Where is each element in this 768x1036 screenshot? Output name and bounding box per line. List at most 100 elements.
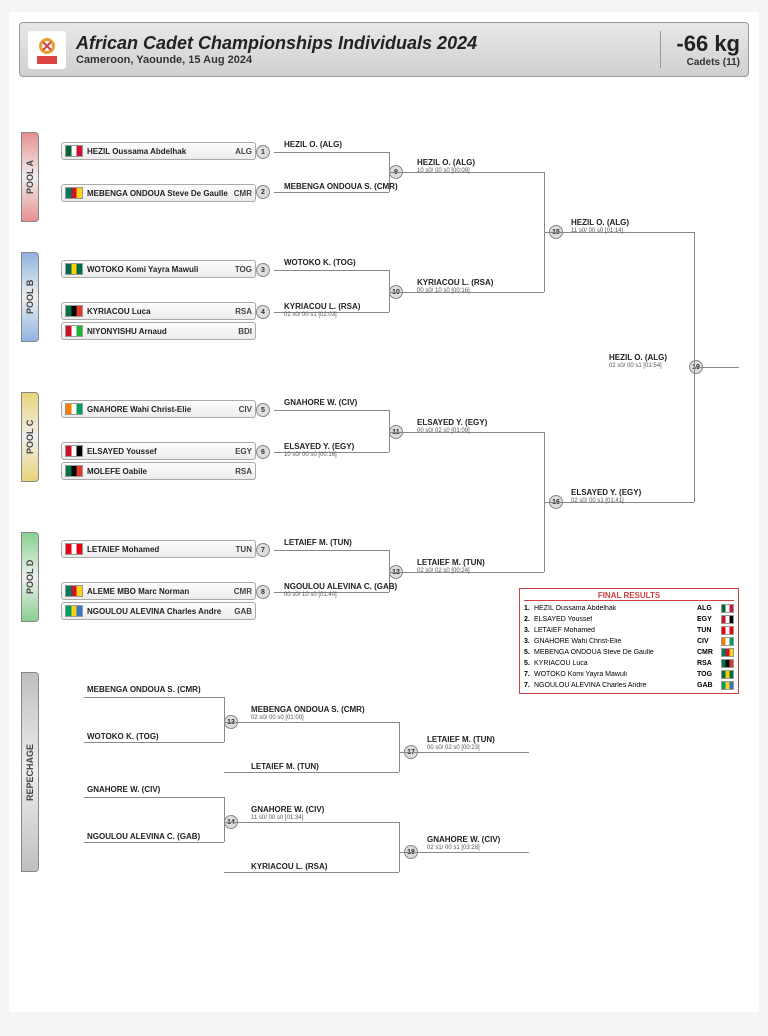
entry-code: ALG — [235, 147, 252, 156]
score-label: 02 s0/ 00 s1 [01:41] — [571, 498, 624, 504]
entry: HEZIL Oussama AbdelhakALG — [61, 142, 256, 160]
result-rank: 7. — [524, 682, 534, 689]
entry: MEBENGA ONDOUA Steve De GaulleCMR — [61, 184, 256, 202]
entry: NIYONYISHU ArnaudBDI — [61, 322, 256, 340]
winner-label: LETAIEF M. (TUN) — [284, 538, 352, 547]
score-label: 10 s0/ 00 s0 [00:09] — [417, 168, 470, 174]
flag-icon — [65, 145, 83, 157]
entry-name: KYRIACOU Luca — [87, 307, 232, 316]
bracket-line — [544, 172, 545, 292]
winner-label: MEBENGA ONDOUA S. (CMR) — [251, 705, 365, 714]
bracket-line — [224, 872, 399, 873]
result-rank: 1. — [524, 605, 534, 612]
winner-label: HEZIL O. (ALG) — [417, 158, 475, 167]
bracket-line — [274, 550, 389, 551]
result-code: TOG — [697, 671, 719, 678]
entry: NGOULOU ALEVINA Charles AndreGAB — [61, 602, 256, 620]
entry-code: CIV — [239, 405, 252, 414]
winner-label: GNAHORE W. (CIV) — [427, 835, 500, 844]
result-name: LETAIEF Mohamed — [534, 627, 697, 634]
entry: ALEME MBO Marc NormanCMR — [61, 582, 256, 600]
flag-icon — [65, 263, 83, 275]
entry-name: MEBENGA ONDOUA Steve De Gaulle — [87, 189, 231, 198]
match-number: 6 — [256, 445, 270, 459]
pool-tab-a: POOL A — [21, 132, 39, 222]
flag-icon — [65, 543, 83, 555]
score-label: 02 s0/ 00 s1 [02:03] — [284, 312, 337, 318]
event-subtitle: Cameroon, Yaounde, 15 Aug 2024 — [76, 54, 660, 66]
bracket-page: African Cadet Championships Individuals … — [9, 12, 759, 1012]
winner-label: HEZIL O. (ALG) — [609, 353, 667, 362]
result-name: MEBENGA ONDOUA Steve De Gaulle — [534, 649, 697, 656]
winner-label: GNAHORE W. (CIV) — [284, 398, 357, 407]
bracket-line — [694, 232, 695, 502]
bracket-line — [224, 772, 399, 773]
bracket-line — [84, 797, 224, 798]
entry-name: HEZIL Oussama Abdelhak — [87, 147, 232, 156]
result-row: 5.MEBENGA ONDOUA Steve De GaulleCMR — [524, 647, 734, 658]
score-label: 11 s0/ 00 s0 [01:34] — [251, 815, 303, 821]
bracket-line — [399, 722, 400, 772]
winner-label: LETAIEF M. (TUN) — [251, 762, 319, 771]
entry-name: WOTOKO Komi Yayra Mawuli — [87, 265, 232, 274]
flag-icon — [721, 637, 734, 646]
winner-label: WOTOKO K. (TOG) — [87, 732, 159, 741]
score-label: 11 s0/ 00 s0 [01:14] — [571, 228, 623, 234]
score-label: 10 s0/ 00 s0 [00:16] — [284, 452, 337, 458]
result-row: 5.KYRIACOU LucaRSA — [524, 658, 734, 669]
result-code: GAB — [697, 682, 719, 689]
bracket-line — [389, 270, 390, 312]
bracket-line — [84, 842, 224, 843]
winner-label: NGOULOU ALEVINA C. (GAB) — [284, 582, 397, 591]
winner-label: ELSAYED Y. (EGY) — [417, 418, 487, 427]
result-rank: 5. — [524, 649, 534, 656]
result-name: NGOULOU ALEVINA Charles Andre — [534, 682, 697, 689]
winner-label: KYRIACOU L. (RSA) — [251, 862, 327, 871]
result-code: CIV — [697, 638, 719, 645]
winner-label: ELSAYED Y. (EGY) — [571, 488, 641, 497]
bracket-line — [274, 270, 389, 271]
winner-label: GNAHORE W. (CIV) — [87, 785, 160, 794]
match-number: 3 — [256, 263, 270, 277]
pool-tab-repechage: REPECHAGE — [21, 672, 39, 872]
result-rank: 3. — [524, 638, 534, 645]
result-name: HEZIL Oussama Abdelhak — [534, 605, 697, 612]
winner-label: MEBENGA ONDOUA S. (CMR) — [284, 182, 398, 191]
bracket-line — [224, 797, 225, 842]
result-code: ALG — [697, 605, 719, 612]
winner-label: MEBENGA ONDOUA S. (CMR) — [87, 685, 201, 694]
flag-icon — [65, 403, 83, 415]
match-number: 7 — [256, 543, 270, 557]
bracket-line — [274, 410, 389, 411]
entry-code: GAB — [234, 607, 252, 616]
winner-label: NGOULOU ALEVINA C. (GAB) — [87, 832, 200, 841]
entry-code: CMR — [234, 587, 252, 596]
entry-code: EGY — [235, 447, 252, 456]
flag-icon — [721, 648, 734, 657]
bracket-line — [399, 852, 529, 853]
entry-name: MOLEFE Oabile — [87, 467, 232, 476]
result-row: 7.WOTOKO Komi Yayra MawuliTOG — [524, 669, 734, 680]
entry-name: NIYONYISHU Arnaud — [87, 327, 235, 336]
result-row: 7.NGOULOU ALEVINA Charles AndreGAB — [524, 680, 734, 691]
header: African Cadet Championships Individuals … — [19, 22, 749, 77]
cadet-count: Cadets (11) — [676, 57, 740, 68]
flag-icon — [65, 585, 83, 597]
score-label: 00 s0/ 10 s0 [00:16] — [417, 288, 470, 294]
flag-icon — [65, 325, 83, 337]
winner-label: GNAHORE W. (CIV) — [251, 805, 324, 814]
entry-code: CMR — [234, 189, 252, 198]
bracket-line — [399, 752, 529, 753]
entry-code: RSA — [235, 307, 252, 316]
flag-icon — [65, 465, 83, 477]
score-label: 00 s0/ 02 s0 [00:23] — [427, 745, 480, 751]
result-rank: 5. — [524, 660, 534, 667]
entry: ELSAYED YoussefEGY — [61, 442, 256, 460]
score-label: 00 s0/ 10 s0 [01:40] — [284, 592, 337, 598]
bracket-line — [224, 722, 399, 723]
score-label: 02 s0/ 00 s1 [01:54] — [609, 363, 662, 369]
event-title: African Cadet Championships Individuals … — [76, 33, 660, 54]
bracket-line — [84, 742, 224, 743]
result-rank: 3. — [524, 627, 534, 634]
entry-name: GNAHORE Wahi Christ-Elie — [87, 405, 236, 414]
